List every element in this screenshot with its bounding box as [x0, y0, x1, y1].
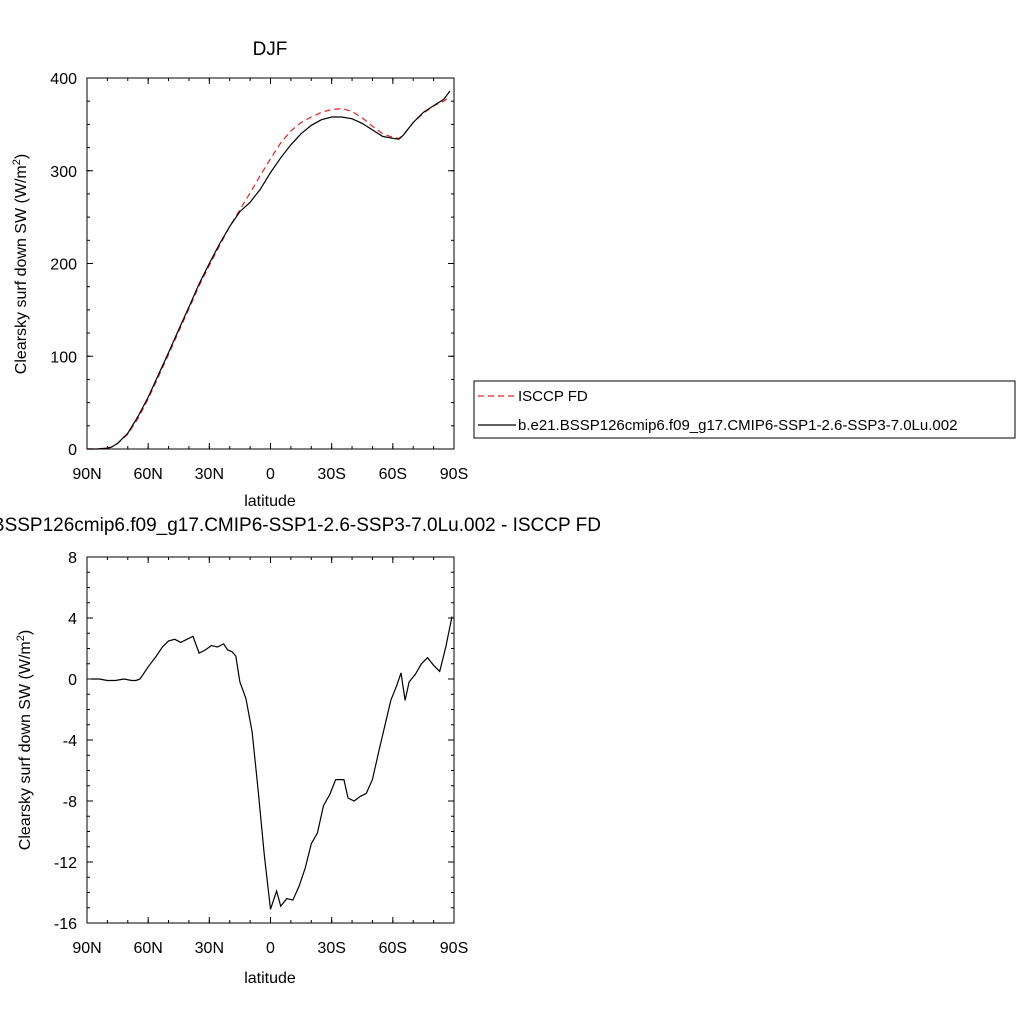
y-tick-label: 4 — [68, 611, 77, 628]
legend-label-model: b.e21.BSSP126cmip6.f09_g17.CMIP6-SSP1-2.… — [518, 417, 957, 434]
y-tick-label: 100 — [50, 349, 77, 366]
legend: ISCCP FD b.e21.BSSP126cmip6.f09_g17.CMIP… — [474, 381, 1015, 438]
legend-label-isccp: ISCCP FD — [518, 388, 588, 405]
x-tick-label: 30S — [317, 466, 345, 483]
top-plot-ylabel: Clearsky surf down SW (W/m2) — [11, 154, 30, 374]
x-tick-label: 90S — [440, 940, 468, 957]
top-plot-frame — [87, 78, 454, 449]
y-tick-label: -16 — [54, 916, 77, 933]
x-tick-label: 30N — [195, 466, 224, 483]
series-line-0 — [91, 617, 452, 910]
top-plot: DJF 0 100 200 300 400 90N 60N 30N 0 30S 60S 90S la… — [11, 39, 468, 510]
x-tick-label: 90N — [72, 466, 101, 483]
y-tick-label: 0 — [68, 672, 77, 689]
y-tick-label: 8 — [68, 550, 77, 567]
bottom-plot-frame — [87, 557, 454, 923]
x-tick-label: 90N — [72, 940, 101, 957]
y-tick-label: 400 — [50, 71, 77, 88]
x-tick-label: 30S — [317, 940, 345, 957]
y-tick-label: 200 — [50, 257, 77, 274]
x-tick-label: 0 — [266, 940, 275, 957]
x-tick-label: 60S — [379, 940, 407, 957]
x-tick-label: 60S — [379, 466, 407, 483]
y-tick-label: 300 — [50, 164, 77, 181]
y-tick-label: -4 — [63, 733, 77, 750]
y-tick-label: 0 — [68, 442, 77, 459]
top-plot-title: DJF — [253, 39, 288, 60]
top-plot-xlabel: latitude — [244, 493, 296, 510]
x-tick-label: 60N — [133, 940, 162, 957]
x-tick-label: 60N — [133, 466, 162, 483]
y-tick-label: -8 — [63, 794, 77, 811]
series-line-0 — [87, 97, 450, 449]
bottom-plot-title: b.e21.BSSP126cmip6.f09_g17.CMIP6-SSP1-2.… — [0, 515, 601, 536]
x-tick-label: 90S — [440, 466, 468, 483]
x-tick-label: 0 — [266, 466, 275, 483]
bottom-plot-xlabel: latitude — [244, 970, 296, 987]
series-line-1 — [87, 91, 450, 449]
y-tick-label: -12 — [54, 855, 77, 872]
x-tick-label: 30N — [195, 940, 224, 957]
bottom-plot: b.e21.BSSP126cmip6.f09_g17.CMIP6-SSP1-2.… — [0, 515, 601, 987]
bottom-plot-ylabel: Clearsky surf down SW (W/m2) — [15, 630, 34, 850]
